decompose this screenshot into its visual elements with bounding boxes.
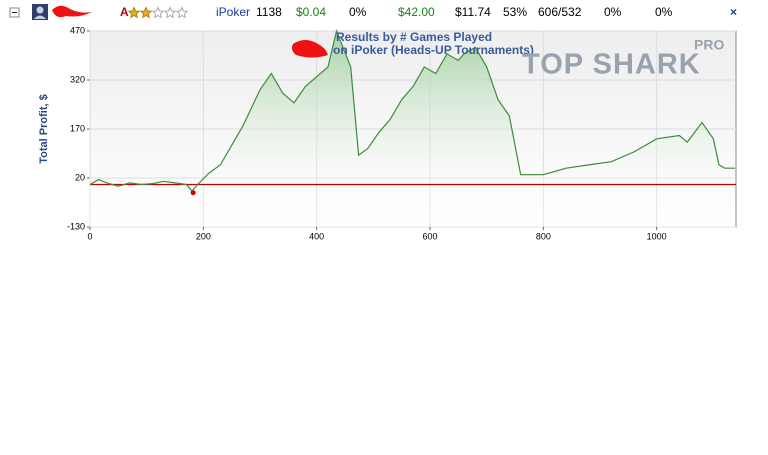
y-tick-label: 470 xyxy=(70,25,85,35)
network[interactable]: iPoker xyxy=(216,5,250,19)
avatar-body xyxy=(34,15,46,19)
avatar-head xyxy=(36,6,44,14)
y-tick-label: 170 xyxy=(70,123,85,133)
x-tick-label: 800 xyxy=(536,231,551,241)
star xyxy=(163,6,177,19)
star xyxy=(127,6,141,19)
close-button[interactable]: × xyxy=(730,5,737,19)
logo: TOP SHARK xyxy=(522,49,701,81)
avg-profit: $0.04 xyxy=(296,5,326,19)
stat-cell: 0% xyxy=(655,5,673,19)
y-tick-label: 320 xyxy=(70,74,85,84)
star xyxy=(175,6,189,19)
total-profit: $42.00 xyxy=(398,5,435,19)
profit-line xyxy=(89,29,735,193)
rank: A xyxy=(120,5,129,19)
itm: 53% xyxy=(503,5,527,19)
x-tick-label: 200 xyxy=(196,231,211,241)
rating xyxy=(127,6,189,19)
area-fill xyxy=(90,31,735,227)
star xyxy=(139,6,153,19)
games: 1138 xyxy=(256,5,282,19)
chart: -130 20 170 320 470 0 200 400 600 800 1000 xyxy=(67,25,736,241)
x-tick-label: 1000 xyxy=(647,231,667,241)
stat-cell: 0% xyxy=(604,5,622,19)
wins-losses: 606/532 xyxy=(538,5,582,19)
x-tick-label: 400 xyxy=(309,231,324,241)
y-tick-label: -130 xyxy=(67,221,85,231)
low-marker xyxy=(190,190,196,196)
x-tick-label: 600 xyxy=(422,231,437,241)
star xyxy=(151,6,165,19)
redaction xyxy=(292,40,328,58)
logo-tier: PRO xyxy=(694,37,724,53)
y-axis-label: Total Profit, $ xyxy=(38,94,50,163)
chart-subtitle: on iPoker (Heads-UP Tournaments) xyxy=(333,43,534,57)
chart-title: Results by # Games Played xyxy=(336,30,492,44)
x-tick-label: 0 xyxy=(87,231,92,241)
avg-stake: $11.74 xyxy=(455,5,491,19)
roi: 0% xyxy=(349,5,367,19)
y-tick-label: 20 xyxy=(75,172,85,182)
redaction xyxy=(52,5,92,18)
